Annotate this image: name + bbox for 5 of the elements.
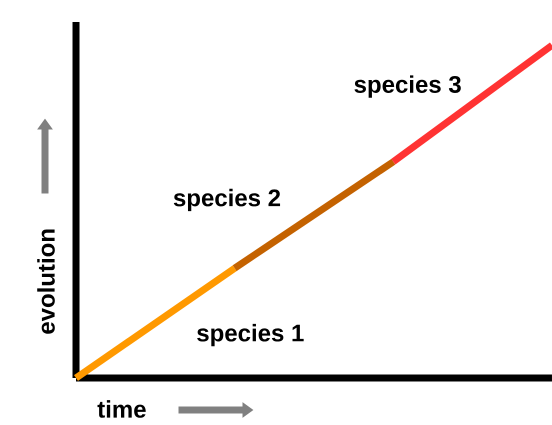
series-label: species 2 (174, 188, 280, 212)
x-axis-title: time (98, 400, 146, 418)
y-axis-title: evolution (37, 230, 55, 334)
series-label: species 3 (354, 75, 461, 98)
series-label: species 1 (197, 324, 304, 346)
